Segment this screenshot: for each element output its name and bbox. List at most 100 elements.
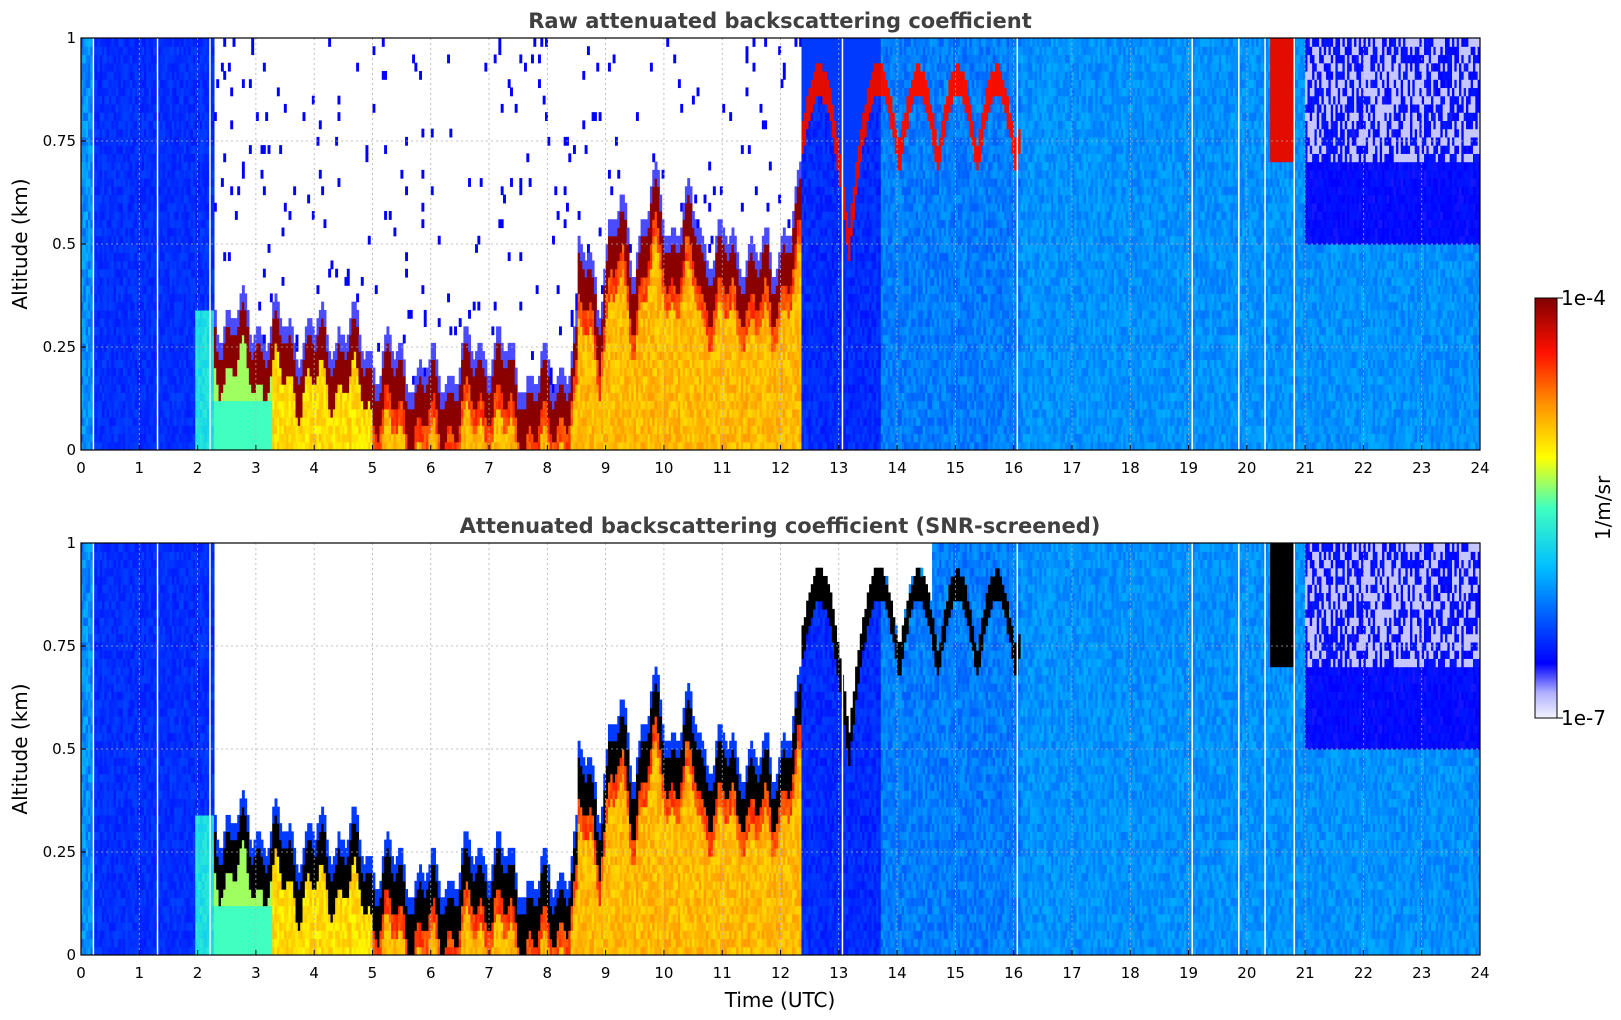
heatmap-cell: [178, 227, 182, 237]
heatmap-cell: [143, 194, 147, 204]
heatmap-cell: [192, 417, 196, 426]
heatmap-cell: [197, 342, 201, 352]
heatmap-cell: [115, 400, 119, 410]
heatmap-cell: [127, 433, 131, 443]
heatmap-cell: [113, 62, 117, 72]
heatmap-cell: [136, 400, 140, 410]
heatmap-cell: [134, 309, 138, 319]
heatmap-cell: [472, 384, 476, 393]
heatmap-cell: [267, 408, 271, 418]
heatmap-cell: [269, 425, 273, 435]
heatmap-cell: [344, 441, 348, 450]
heatmap-cell: [153, 318, 157, 327]
heatmap-cell: [412, 417, 416, 426]
heatmap-cell: [542, 367, 546, 377]
heatmap-cell: [185, 38, 189, 47]
heatmap-cell: [232, 334, 236, 344]
heatmap-cell: [386, 334, 390, 344]
heatmap-cell: [318, 342, 322, 352]
heatmap-cell: [395, 367, 399, 377]
heatmap-cell: [463, 326, 467, 336]
heatmap-cell: [337, 384, 341, 393]
heatmap-cell: [129, 79, 133, 89]
heatmap-cell: [290, 359, 294, 369]
heatmap-cell: [94, 252, 98, 262]
heatmap-cell: [321, 408, 325, 418]
heatmap-cell: [272, 433, 276, 443]
heatmap-cell: [218, 400, 222, 410]
heatmap-cell: [197, 161, 201, 171]
heatmap-cell: [104, 194, 108, 204]
heatmap-cell: [171, 425, 175, 435]
heatmap-cell: [148, 202, 152, 212]
heatmap-cell: [181, 38, 185, 47]
heatmap-cell: [570, 318, 574, 327]
heatmap-cell: [342, 425, 346, 435]
heatmap-cell: [176, 244, 180, 253]
heatmap-cell: [111, 87, 115, 97]
heatmap-cell: [309, 334, 313, 344]
heatmap-cell: [141, 194, 145, 204]
heatmap-cell: [176, 408, 180, 418]
heatmap-cell: [349, 342, 353, 352]
heatmap-cell: [531, 375, 534, 385]
heatmap-cell: [181, 384, 185, 393]
heatmap-cell: [351, 441, 355, 450]
heatmap-cell: [344, 425, 348, 435]
heatmap-cell: [391, 351, 395, 360]
heatmap-cell: [372, 392, 376, 402]
heatmap-cell: [370, 441, 374, 450]
heatmap-cell: [419, 441, 423, 450]
heatmap-cell: [167, 178, 171, 187]
heatmap-cell: [241, 384, 245, 393]
heatmap-cell: [104, 425, 108, 435]
heatmap-cell: [405, 392, 409, 402]
heatmap-cell: [118, 136, 122, 146]
heatmap-cell: [88, 46, 91, 56]
heatmap-cell: [111, 309, 115, 319]
heatmap-cell: [129, 351, 133, 360]
heatmap-cell: [372, 375, 376, 385]
heatmap-cell: [290, 417, 294, 426]
heatmap-cell: [260, 169, 264, 179]
heatmap-cell: [85, 70, 89, 80]
heatmap-cell: [106, 178, 110, 187]
heatmap-cell: [97, 178, 101, 187]
heatmap-cell: [99, 169, 103, 179]
heatmap-cell: [190, 153, 194, 163]
heatmap-cell: [129, 178, 133, 187]
heatmap-cell: [171, 367, 175, 377]
heatmap-cell: [204, 326, 208, 336]
heatmap-cell: [468, 400, 471, 410]
heatmap-cell: [120, 128, 124, 138]
heatmap-cell: [463, 342, 467, 352]
heatmap-cell: [81, 194, 84, 204]
heatmap-cell: [206, 417, 210, 426]
heatmap-cell: [108, 293, 112, 303]
heatmap-cell: [146, 334, 150, 344]
heatmap-cell: [367, 417, 371, 426]
heatmap-cell: [421, 219, 425, 229]
heatmap-cell: [204, 227, 208, 237]
heatmap-cell: [526, 408, 530, 418]
heatmap-cell: [293, 425, 297, 435]
heatmap-cell: [251, 375, 255, 385]
heatmap-cell: [391, 408, 395, 418]
heatmap-cell: [81, 309, 84, 319]
heatmap-cell: [153, 178, 157, 187]
heatmap-cell: [101, 408, 105, 418]
heatmap-cell: [402, 334, 406, 344]
heatmap-cell: [127, 375, 131, 385]
heatmap-cell: [157, 178, 161, 187]
heatmap-cell: [533, 392, 537, 402]
heatmap-cell: [204, 178, 208, 187]
heatmap-cell: [127, 87, 131, 97]
heatmap-cell: [104, 309, 108, 319]
heatmap-cell: [227, 326, 231, 336]
heatmap-cell: [202, 244, 206, 253]
heatmap-cell: [407, 400, 411, 410]
heatmap-cell: [540, 375, 544, 385]
heatmap-cell: [484, 417, 488, 426]
heatmap-cell: [188, 128, 192, 138]
heatmap-cell: [491, 326, 495, 336]
